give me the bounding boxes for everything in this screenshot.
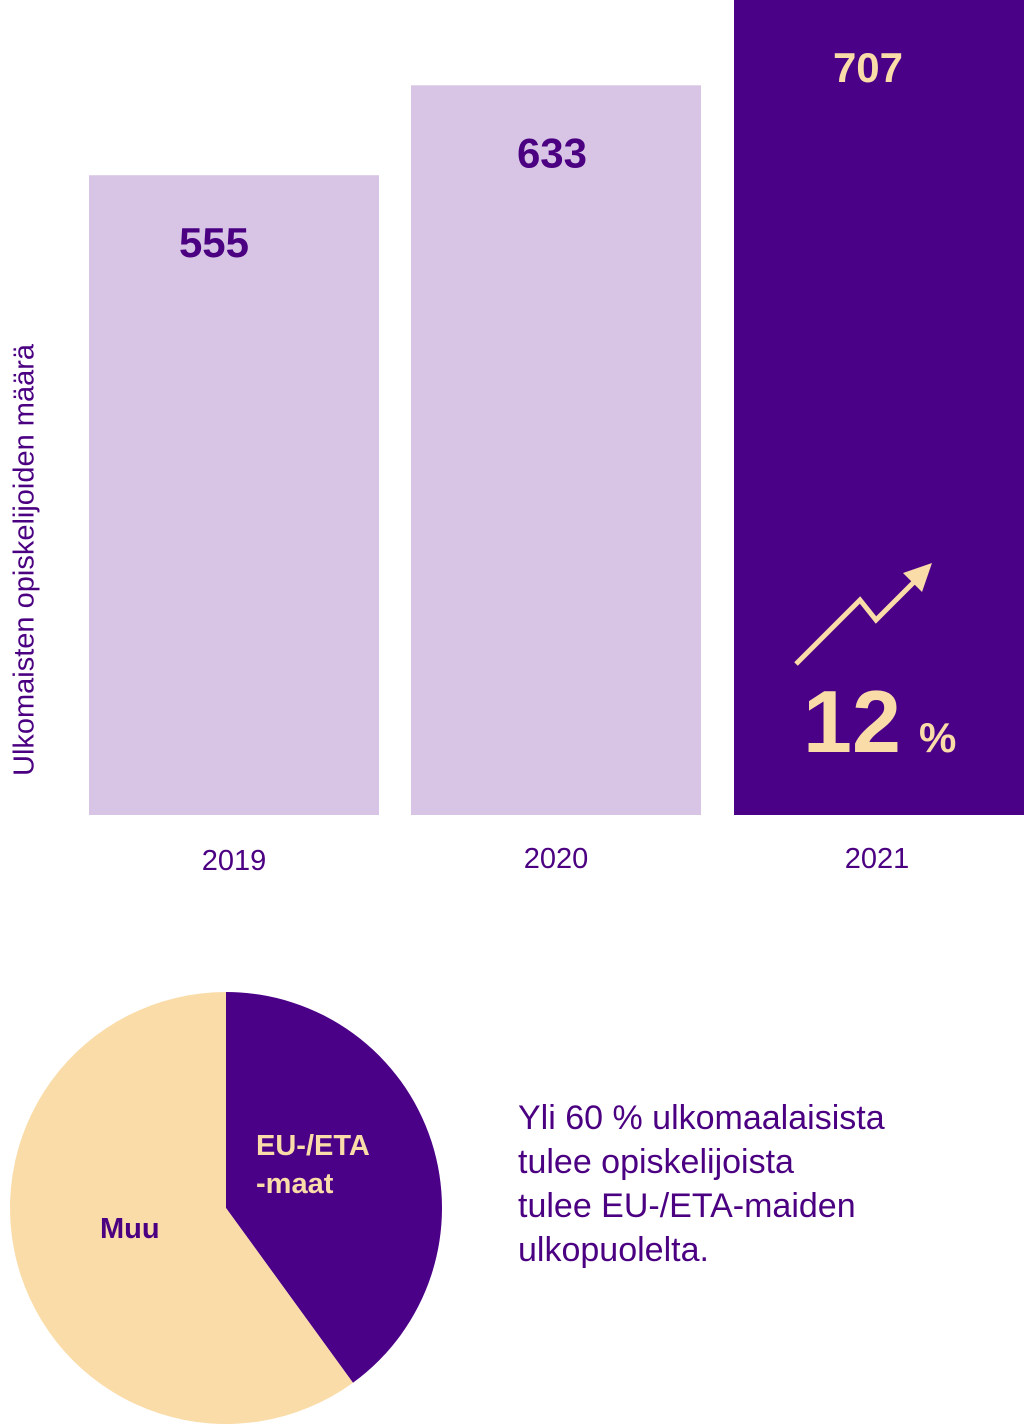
caption-line: tulee opiskelijoista: [518, 1143, 794, 1181]
arrow-head-icon: [903, 563, 932, 592]
bar-2019: [89, 175, 379, 815]
bar-chart: 555 2019 633 2020 707 2021 12%: [89, 0, 1024, 877]
bar-2020: [411, 85, 701, 816]
pie-slice-label: Muu: [100, 1213, 160, 1245]
caption-line: Yli 60 % ulkomaalaisista: [518, 1099, 885, 1137]
growth-value: 12: [803, 672, 901, 771]
pie-chart: EU-/ETA -maat Muu: [10, 992, 443, 1424]
growth-unit: %: [919, 714, 956, 761]
pie-slice: [226, 992, 443, 1383]
bar-value-label: 633: [517, 129, 587, 176]
bar-value-label: 555: [179, 219, 249, 266]
x-tick-label: 2020: [524, 843, 589, 875]
caption-line: ulkopuolelta.: [518, 1231, 709, 1269]
trend-up-arrow-icon: [794, 572, 924, 666]
pie-slice: [10, 992, 353, 1424]
pie-slice-label: -maat: [256, 1168, 334, 1200]
caption-text: Yli 60 % ulkomaalaisista tulee opiskelij…: [518, 1096, 978, 1272]
caption-line: tulee EU-/ETA-maiden: [518, 1187, 856, 1225]
x-tick-label: 2021: [845, 843, 910, 875]
bar-value-label: 707: [833, 44, 903, 91]
bar-2021: [734, 0, 1024, 815]
x-tick-label: 2019: [202, 845, 267, 877]
pie-slice-label: EU-/ETA: [256, 1130, 370, 1162]
